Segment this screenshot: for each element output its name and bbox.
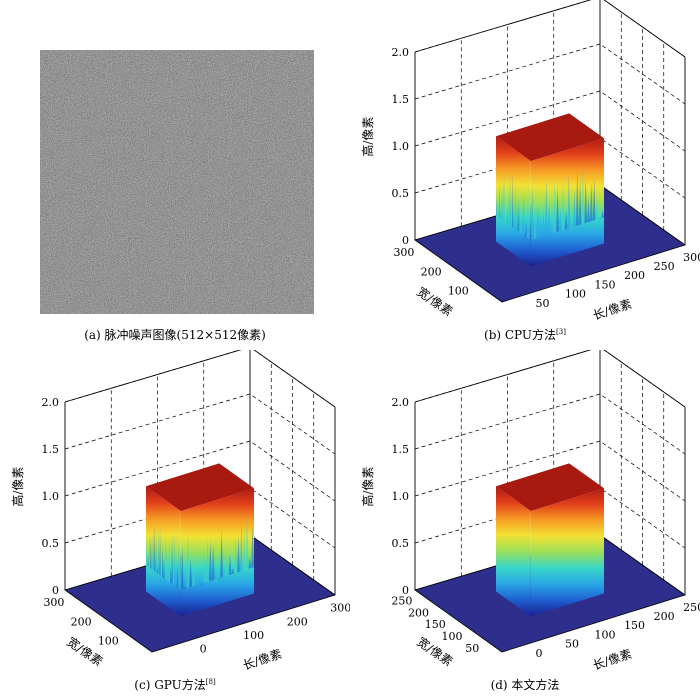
y-tick-label: 300 — [43, 596, 64, 609]
y-tick-label: 100 — [448, 285, 469, 298]
block-streaks — [496, 165, 604, 240]
x-tick-label: 200 — [654, 610, 675, 623]
plot-cpu: 0 0.5 1.0 1.5 2.0 50 100 150 200 250 300 100 200 300 高… — [360, 0, 700, 323]
x-axis-title: 长/像素 — [241, 647, 283, 673]
panel-a: (a) 脉冲噪声图像(512×512像素) — [0, 0, 350, 350]
y-tick-label: 100 — [98, 635, 119, 648]
z-tick-label: 0.5 — [42, 537, 60, 550]
y-tick-label: 200 — [71, 615, 92, 628]
caption-d: (d) 本文方法 — [490, 678, 560, 692]
block-streaks — [146, 514, 254, 590]
axis-labels: 00.51.01.52.0050100150200250501001502002… — [391, 396, 700, 660]
x-tick-label: 300 — [683, 251, 700, 264]
surface-block — [496, 463, 604, 617]
noise-image — [40, 50, 314, 314]
x-tick-label: 250 — [654, 260, 675, 273]
caption-c: (c) GPU方法[8] — [134, 678, 216, 692]
plot-gpu: 0 0.5 1.0 1.5 2.0 0 100 200 300 100 200 300 高/像素长/像素… — [10, 346, 352, 673]
caption-a: (a) 脉冲噪声图像(512×512像素) — [84, 328, 266, 342]
x-tick-label: 50 — [565, 638, 579, 651]
z-tick-label: 1.0 — [392, 490, 410, 503]
x-tick-label: 100 — [565, 288, 586, 301]
x-tick-label: 200 — [624, 269, 645, 282]
y-tick-label: 50 — [465, 642, 479, 655]
y-tick-label: 200 — [421, 265, 442, 278]
x-tick-label: 150 — [595, 278, 616, 291]
z-tick-label: 0.5 — [392, 187, 410, 200]
z-tick-label: 1.5 — [392, 443, 410, 456]
x-tick-label: 0 — [200, 642, 207, 655]
panel-d: 00.51.01.52.0050100150200250501001502002… — [350, 346, 700, 700]
z-tick-label: 2.0 — [392, 46, 410, 59]
x-tick-label: 150 — [624, 619, 645, 632]
x-axis-title: 长/像素 — [591, 297, 633, 323]
y-tick-label: 300 — [393, 246, 414, 259]
panel-c: 0 0.5 1.0 1.5 2.0 0 100 200 300 100 200 300 高/像素长/像素… — [0, 346, 352, 700]
z-tick-label: 2.0 — [42, 396, 60, 409]
surface-block — [496, 113, 604, 267]
x-tick-label: 300 — [330, 602, 350, 615]
block-face-left — [496, 486, 531, 617]
z-tick-label: 1.0 — [392, 140, 410, 153]
axis-labels: 0 0.5 1.0 1.5 2.0 50 100 150 200 250 300 100 200 300 — [392, 46, 700, 310]
z-tick-label: 0 — [402, 234, 409, 247]
y-tick-label: 150 — [425, 618, 446, 631]
y-tick-label: 200 — [408, 606, 429, 619]
x-tick-label: 250 — [683, 601, 700, 614]
axis-labels: 0 0.5 1.0 1.5 2.0 0 100 200 300 100 200 300 — [42, 396, 352, 655]
z-tick-label: 0.5 — [392, 537, 410, 550]
x-tick-label: 200 — [287, 615, 308, 628]
x-tick-label: 0 — [536, 647, 543, 660]
y-tick-label: 250 — [391, 594, 412, 607]
z-tick-label: 0 — [402, 584, 409, 597]
block-face-right — [180, 488, 254, 617]
x-axis-title: 长/像素 — [591, 647, 633, 673]
y-tick-label: 100 — [442, 630, 463, 643]
plot-proposed: 00.51.01.52.0050100150200250501001502002… — [360, 346, 700, 673]
z-tick-label: 1.5 — [392, 93, 410, 106]
x-tick-label: 100 — [595, 628, 616, 641]
block-face-right — [530, 488, 604, 617]
z-tick-label: 2.0 — [392, 396, 410, 409]
block-face-left — [496, 136, 531, 267]
z-tick-label: 1.5 — [42, 443, 60, 456]
z-axis-title: 高/像素 — [360, 117, 375, 157]
z-axis-title: 高/像素 — [10, 467, 25, 507]
block-top — [146, 463, 254, 512]
z-tick-label: 1.0 — [42, 490, 60, 503]
surface-block — [146, 463, 254, 617]
block-top — [496, 113, 604, 162]
block-top — [496, 463, 604, 512]
panel-b: 0 0.5 1.0 1.5 2.0 50 100 150 200 250 300 100 200 300 高… — [350, 0, 700, 350]
z-tick-label: 0 — [52, 584, 59, 597]
x-tick-label: 100 — [243, 629, 264, 642]
x-tick-label: 50 — [536, 297, 550, 310]
caption-b: (b) CPU方法[3] — [484, 328, 566, 342]
z-axis-title: 高/像素 — [360, 467, 375, 507]
